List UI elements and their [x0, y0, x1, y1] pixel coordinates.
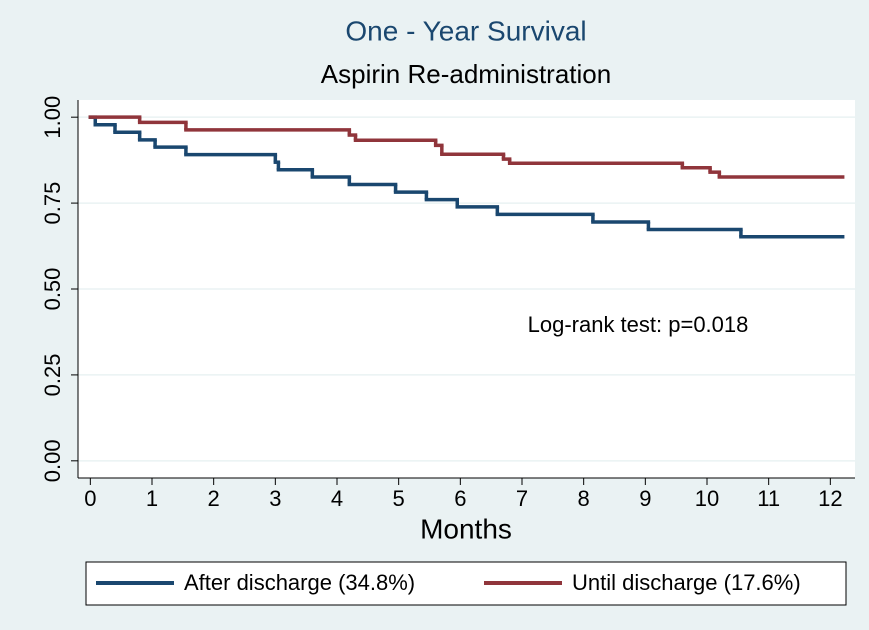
annotation: Log-rank test: p=0.018: [528, 312, 749, 337]
x-tick-label: 12: [818, 486, 842, 511]
chart-subtitle: Aspirin Re-administration: [321, 59, 611, 89]
legend-box: [85, 561, 847, 606]
x-tick-label: 9: [639, 486, 651, 511]
x-tick-label: 1: [146, 486, 158, 511]
x-tick-label: 10: [695, 486, 719, 511]
x-axis-label: Months: [420, 513, 512, 544]
x-tick-label: 3: [269, 486, 281, 511]
x-tick-label: 8: [578, 486, 590, 511]
x-tick-label: 6: [454, 486, 466, 511]
chart-title: One - Year Survival: [345, 15, 586, 46]
legend-label: Until discharge (17.6%): [572, 570, 801, 595]
y-tick-label: 0.00: [40, 439, 65, 482]
y-tick-label: 0.25: [40, 353, 65, 396]
x-tick-label: 0: [84, 486, 96, 511]
x-tick-label: 2: [208, 486, 220, 511]
legend-label: After discharge (34.8%): [184, 570, 415, 595]
y-tick-label: 0.50: [40, 268, 65, 311]
x-tick-label: 11: [757, 486, 780, 511]
x-tick-label: 7: [516, 486, 528, 511]
x-tick-label: 5: [393, 486, 405, 511]
y-tick-label: 0.75: [40, 182, 65, 225]
x-tick-label: 4: [331, 486, 343, 511]
y-tick-label: 1.00: [40, 96, 65, 139]
